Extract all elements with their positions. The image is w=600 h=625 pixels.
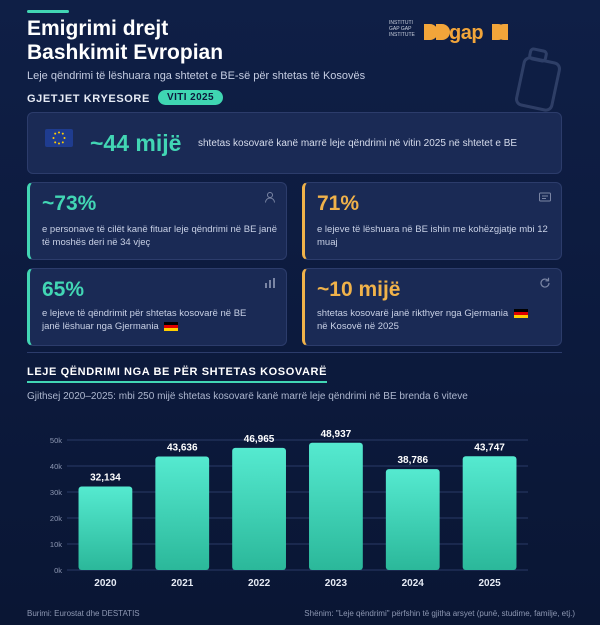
finding-card-germany-share: 65% e lejeve të qëndrimit për shtetas ko… xyxy=(27,268,287,346)
logo-word-text: gap xyxy=(449,22,483,44)
main-finding-text: shtetas kosovarë kanë marrë leje qëndrim… xyxy=(198,138,518,149)
finding-returns-text-b: në Kosovë në 2025 xyxy=(317,321,399,332)
section-divider xyxy=(27,352,562,353)
main-finding-card: ~44 mijë shtetas kosovarë kanë marrë lej… xyxy=(27,112,562,174)
year-badge: VITI 2025 xyxy=(158,90,223,105)
y-tick-label: 0k xyxy=(54,566,62,575)
y-tick-label: 30k xyxy=(50,488,62,497)
title-line-1: Emigrimi drejt xyxy=(27,17,169,40)
finding-returns-value: ~10 mijë xyxy=(317,278,401,301)
chart-bars xyxy=(78,442,517,570)
return-icon xyxy=(540,277,550,288)
finding-card-age: ~73% e personave të cilët kanë fituar le… xyxy=(27,182,287,260)
bar-chart-icon xyxy=(265,278,275,288)
y-tick-label: 50k xyxy=(50,436,62,445)
key-findings-label: GJETJET KRYESORE xyxy=(27,93,150,105)
data-label-2023: 48,937 xyxy=(321,429,352,440)
x-tick-label-2022: 2022 xyxy=(248,578,271,589)
data-label-2024: 38,786 xyxy=(397,455,428,466)
data-label-2020: 32,134 xyxy=(90,472,121,483)
germany-flag-icon-2 xyxy=(513,308,528,318)
finding-card-duration: 71% e lejeve të lëshuara në BE ishin me … xyxy=(302,182,562,260)
finding-age-value: ~73% xyxy=(42,192,97,215)
x-tick-label-2020: 2020 xyxy=(94,578,117,589)
logo-wordmark: gap xyxy=(422,18,517,52)
finding-returns-text-a: shtetas kosovarë janë rikthyer nga Gjerm… xyxy=(317,308,509,319)
bar-2023 xyxy=(309,442,363,570)
y-tick-label: 10k xyxy=(50,540,62,549)
finding-duration-text: e lejeve të lëshuara në BE ishin me kohë… xyxy=(317,224,548,248)
bar-2020 xyxy=(78,486,133,570)
bar-2022 xyxy=(232,447,286,570)
data-label-2021: 43,636 xyxy=(167,443,198,454)
finding-returns-text: shtetas kosovarë janë rikthyer nga Gjerm… xyxy=(317,307,557,333)
y-tick-label: 20k xyxy=(50,514,62,523)
finding-duration-value: 71% xyxy=(317,192,360,215)
person-icon xyxy=(265,192,275,203)
chart-labels: 32,134 2020 43,636 2021 46,965 2022 48,937 2023… xyxy=(90,429,505,589)
y-tick-label: 40k xyxy=(50,462,62,471)
data-label-2025: 43,747 xyxy=(474,442,505,453)
eu-flag-icon xyxy=(45,129,73,147)
title-accent-line xyxy=(27,10,69,13)
bar-2024 xyxy=(385,469,440,570)
finding-germany-share-value: 65% xyxy=(42,278,85,301)
bar-2025 xyxy=(462,456,517,570)
title-line-2: Bashkimit Evropian xyxy=(27,41,224,64)
finding-card-returns: ~10 mijë shtetas kosovarë janë rikthyer … xyxy=(302,268,562,346)
x-tick-label-2023: 2023 xyxy=(325,578,348,589)
suitcase-icon xyxy=(515,47,561,112)
id-card-icon xyxy=(539,192,551,202)
chart-subtitle: Gjithsej 2020–2025: mbi 250 mijë shtetas… xyxy=(27,391,468,402)
data-label-2022: 46,965 xyxy=(244,434,275,445)
x-tick-label-2024: 2024 xyxy=(402,578,425,589)
finding-germany-share-text: e lejeve të qëndrimit për shtetas kosova… xyxy=(42,307,282,333)
page-subtitle: Leje qëndrimi të lëshuara nga shtetet e … xyxy=(27,70,366,82)
bar-2021 xyxy=(155,456,210,570)
finding-germany-share-text-a: e lejeve të qëndrimit për shtetas kosova… xyxy=(42,308,247,319)
chart-title: LEJE QËNDRIMI NGA BE PËR SHTETAS KOSOVAR… xyxy=(27,366,328,378)
footer-source: Burimi: Eurostat dhe DESTATIS xyxy=(27,609,140,618)
x-tick-label-2025: 2025 xyxy=(478,578,501,589)
germany-flag-icon xyxy=(164,321,179,331)
logo-mark: gap xyxy=(424,22,508,44)
finding-age-text: e personave të cilët kanë fituar leje që… xyxy=(42,224,277,248)
page-title: Emigrimi drejt Bashkimit Evropian xyxy=(27,17,223,65)
x-tick-label-2021: 2021 xyxy=(171,578,194,589)
logo-institute-text: INSTITUTI GAP GAP INSTITUTE xyxy=(389,20,415,38)
main-finding-value: ~44 mijë xyxy=(90,130,182,156)
gap-logo: INSTITUTI GAP GAP INSTITUTE gap xyxy=(389,18,519,46)
chart-title-underline xyxy=(27,381,327,383)
footer-note: Shënim: "Leje qëndrimi" përfshin të gjit… xyxy=(304,609,575,618)
finding-germany-share-text-b: janë lëshuar nga Gjermania xyxy=(42,321,159,332)
chart-gridlines: 0k 10k 20k 30k 40k 50k xyxy=(50,436,528,575)
